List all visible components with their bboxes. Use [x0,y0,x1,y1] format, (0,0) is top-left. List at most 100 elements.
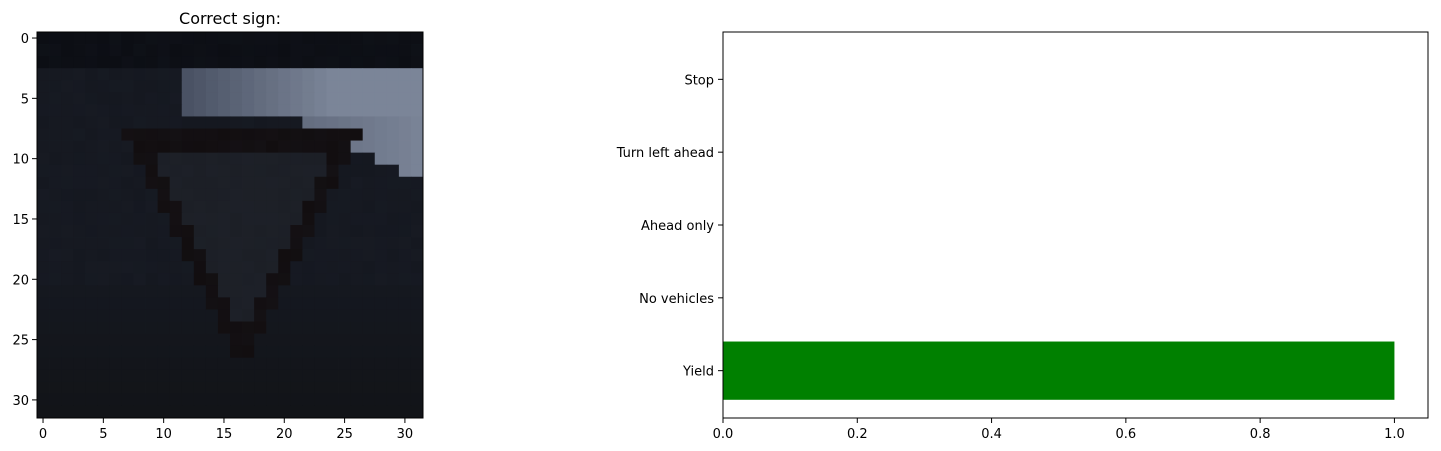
image-pixel [374,381,388,395]
image-pixel [386,68,400,81]
image-pixel [350,116,364,129]
image-pixel [230,333,243,347]
image-pixel [109,225,122,238]
image-pixel [338,285,352,298]
image-pixel [73,164,86,178]
image-pixel [362,32,376,45]
image-pixel [217,80,231,93]
image-pixel [61,92,74,105]
image-pixel [314,176,327,190]
image-pixel [266,285,279,298]
image-pixel [97,393,110,407]
image-pixel [73,309,86,322]
image-pixel [230,321,243,334]
image-pixel [121,140,134,154]
image-pixel [193,200,207,214]
image-pixel [205,333,219,347]
image-pixel [254,44,267,57]
image-pixel [133,393,146,407]
image-pixel [278,405,291,419]
image-pixel [302,249,315,262]
image-pixel [217,321,231,334]
image-pixel [350,369,364,383]
image-pixel [205,44,219,57]
image-pixel [49,104,62,117]
image-pixel [145,321,159,334]
image-pixel [157,104,171,117]
image-pixel [338,68,352,81]
image-pixel [49,249,62,262]
image-pixel [302,128,315,141]
image-pixel [326,104,339,117]
image-pixel [133,32,146,45]
image-pixel [230,393,243,407]
image-pixel [169,176,183,190]
bar-x-tick-label: 0.2 [847,427,868,442]
image-pixel [37,369,50,383]
image-pixel [314,309,327,322]
image-pixel [314,333,327,347]
image-pixel [157,273,171,286]
image-pixel [362,405,376,419]
image-pixel [121,273,134,286]
image-pixel [109,381,122,395]
image-pixel [217,56,231,69]
image-pixel [302,56,315,69]
image-pixel [193,140,207,154]
image-pixel [157,345,171,359]
image-pixel [37,188,50,202]
image-pixel [278,92,291,105]
image-pixel [157,140,171,154]
image-pixel [73,225,86,238]
image-pixel [242,80,255,93]
image-pixel [314,44,327,57]
image-pixel [97,405,110,419]
image-pixel [97,200,110,214]
image-pixel [398,225,412,238]
image-pixel [326,321,339,334]
image-pixel [85,92,98,105]
image-pixel [350,104,364,117]
image-pixel [230,200,243,214]
image-pixel [37,261,50,274]
image-pixel [254,369,267,383]
image-pixel [133,116,146,129]
image-pixel [157,200,171,214]
image-pixel [205,357,219,371]
image-pixel [169,188,183,202]
image-pixel [181,188,195,202]
image-pixel [205,176,219,190]
image-pixel [386,405,400,419]
image-pixel [362,333,376,347]
image-pixel [362,56,376,69]
image-pixel [73,357,86,371]
image-pixel [37,152,50,166]
image-pixel [217,116,231,129]
image-pixel [314,285,327,298]
image-pixel [410,393,424,407]
image-pixel [326,188,339,202]
image-pixel [350,357,364,371]
image-pixel [302,164,315,178]
image-pixel [398,393,412,407]
image-pixel [410,140,424,154]
image-pixel [242,164,255,178]
image-y-tick-label: 0 [21,32,29,47]
image-pixel [386,56,400,69]
bar [723,341,1395,400]
image-pixel [133,104,146,117]
image-pixel [73,32,86,45]
image-pixel [266,152,279,166]
image-pixel [410,32,424,45]
image-pixel [157,188,171,202]
image-pixel [49,381,62,395]
image-pixel [85,261,98,274]
image-pixel [398,249,412,262]
image-pixel [121,212,134,226]
image-pixel [314,225,327,238]
image-pixel [181,128,195,141]
image-pixel [73,297,86,310]
image-pixel [193,188,207,202]
image-pixel [362,104,376,117]
image-pixel [217,393,231,407]
